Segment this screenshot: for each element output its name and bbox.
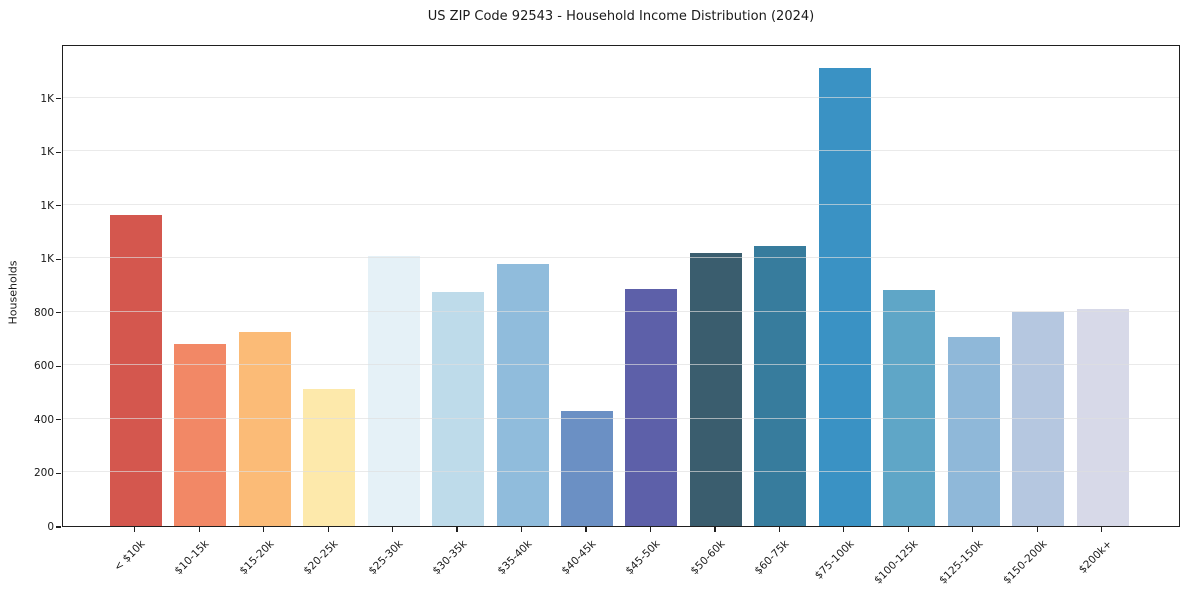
- xtick-mark-10: [714, 527, 716, 532]
- bar-25-30k: [367, 255, 420, 526]
- plot-area: [62, 45, 1180, 527]
- bar-50-60k: [689, 252, 742, 526]
- xtick-label-8: $40-45k: [559, 538, 599, 578]
- ytick-label-800: 800: [33, 306, 54, 319]
- gridline-1400: [63, 150, 1179, 152]
- xtick-label-16: $200k+: [1076, 538, 1115, 576]
- ytick-mark-0: [56, 526, 61, 528]
- xtick-label-14: $125-150k: [936, 538, 986, 587]
- bar-40-45k: [560, 410, 613, 526]
- ytick-label-400: 400: [33, 413, 54, 426]
- xtick-mark-4: [327, 527, 329, 532]
- xtick-label-6: $30-35k: [430, 538, 470, 578]
- xtick-mark-13: [907, 527, 909, 532]
- xtick-label-13: $100-125k: [872, 538, 921, 587]
- bar-75-100k: [818, 68, 871, 526]
- ytick-label-1000: 1K: [40, 253, 54, 266]
- ytick-label-1400: 1K: [40, 146, 54, 159]
- xtick-mark-9: [649, 527, 652, 532]
- bar-200k: [1076, 309, 1129, 526]
- ytick-mark-800: [56, 312, 61, 314]
- ytick-mark-1200: [56, 205, 61, 207]
- xtick-label-1: < $10k: [111, 538, 148, 574]
- bar-35-40k: [496, 263, 549, 526]
- xtick-mark-8: [585, 527, 587, 532]
- gridline-1600: [63, 96, 1179, 98]
- xtick-label-5: $25-30k: [365, 538, 406, 578]
- xtick-mark-11: [778, 527, 780, 532]
- ytick-mark-600: [56, 365, 61, 367]
- xtick-mark-14: [972, 527, 974, 532]
- gridline-800: [63, 310, 1179, 312]
- ytick-mark-1600: [56, 97, 61, 100]
- xtick-label-9: $45-50k: [623, 538, 663, 578]
- xtick-label-4: $20-25k: [301, 538, 341, 578]
- chart-title: US ZIP Code 92543 - Household Income Dis…: [427, 9, 815, 24]
- xtick-mark-6: [456, 527, 458, 532]
- xtick-label-10: $50-60k: [688, 538, 728, 578]
- bar-10-15k: [174, 343, 227, 526]
- xtick-mark-1: [134, 527, 136, 532]
- xtick-label-12: $75-100k: [812, 538, 857, 582]
- ytick-label-600: 600: [33, 360, 54, 373]
- gridline-600: [63, 364, 1179, 366]
- ytick-label-1600: 1K: [40, 92, 54, 105]
- ytick-label-200: 200: [33, 467, 54, 480]
- bar-10k: [109, 215, 162, 526]
- bar-125-150k: [947, 337, 1000, 526]
- gridline-1000: [63, 257, 1179, 259]
- ytick-mark-1000: [56, 258, 61, 260]
- xtick-label-3: $15-20k: [237, 538, 277, 578]
- bar-100-125k: [883, 290, 936, 526]
- ytick-mark-1400: [56, 151, 61, 153]
- xtick-label-11: $60-75k: [752, 538, 792, 578]
- xtick-mark-16: [1101, 527, 1103, 532]
- bar-20-25k: [303, 389, 356, 526]
- bar-150-200k: [1012, 311, 1065, 526]
- xtick-label-15: $150-200k: [1001, 538, 1050, 587]
- xtick-mark-2: [198, 527, 200, 532]
- bar-45-50k: [625, 289, 678, 526]
- bar-15-20k: [238, 331, 291, 526]
- gridline-400: [63, 417, 1179, 419]
- ytick-mark-400: [56, 419, 61, 421]
- gridline-200: [63, 471, 1179, 473]
- ytick-label-0: 0: [47, 521, 54, 533]
- bar-60-75k: [754, 246, 807, 526]
- xtick-mark-15: [1036, 527, 1038, 532]
- xtick-mark-7: [520, 527, 523, 532]
- ytick-mark-200: [56, 472, 61, 475]
- xtick-label-7: $35-40k: [494, 538, 535, 578]
- xtick-mark-12: [843, 527, 845, 532]
- gridline-1200: [63, 203, 1179, 205]
- bar-30-35k: [432, 291, 485, 526]
- xtick-mark-3: [263, 527, 265, 532]
- xtick-mark-5: [391, 527, 394, 532]
- ytick-label-1200: 1K: [40, 199, 54, 212]
- xtick-label-2: $10-15k: [172, 538, 212, 578]
